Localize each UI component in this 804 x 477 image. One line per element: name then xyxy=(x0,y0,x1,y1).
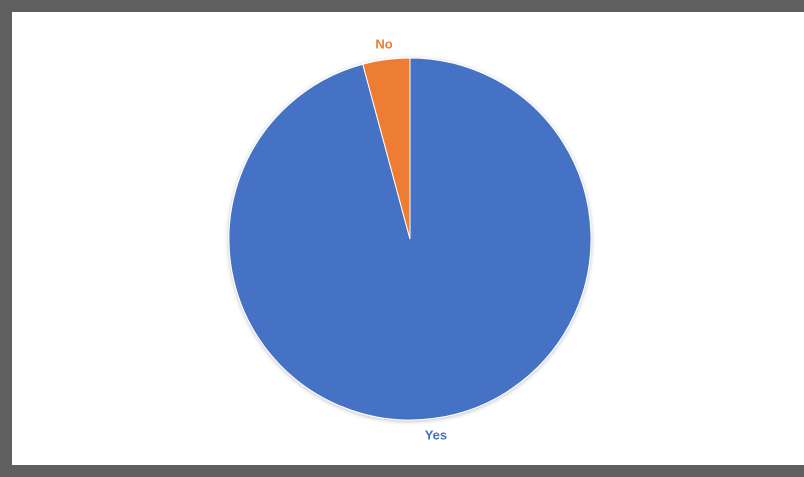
pie-slice-no xyxy=(362,57,411,240)
slice-label-yes: Yes xyxy=(425,427,447,442)
pie-chart: Yes No xyxy=(228,37,592,442)
chart-area: Yes No xyxy=(12,12,804,465)
slice-label-no: No xyxy=(375,37,392,52)
